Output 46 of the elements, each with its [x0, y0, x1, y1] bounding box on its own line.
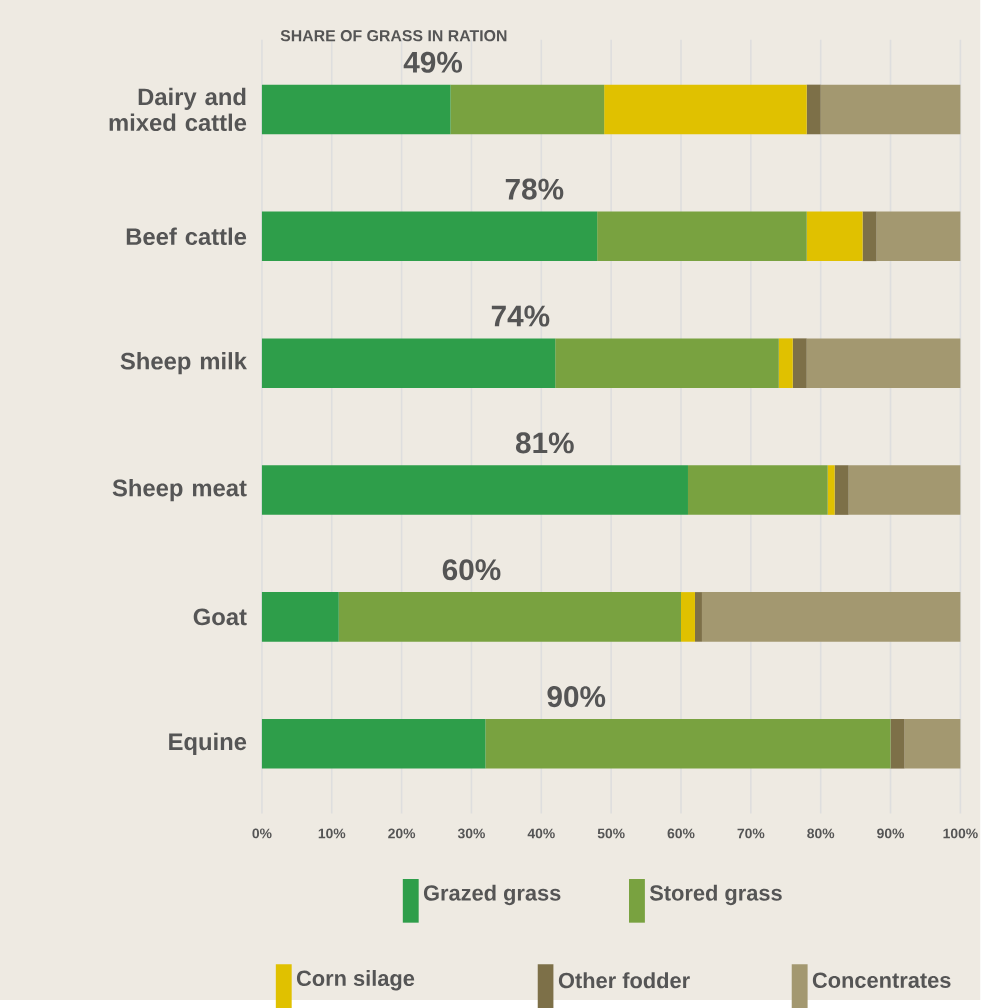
y-tick-label: Goat: [193, 608, 247, 626]
bar: [876, 211, 961, 262]
bar: [687, 465, 828, 515]
bar: [701, 592, 961, 642]
annotation: 90%: [547, 686, 605, 708]
y-tick-label: Sheep milk: [120, 352, 247, 375]
bar: [890, 718, 905, 769]
bar: [261, 592, 339, 642]
bar: [778, 338, 793, 388]
legend-label: Corn silage: [296, 970, 414, 991]
bar: [261, 465, 688, 515]
bar: [261, 718, 486, 769]
bar: [792, 338, 807, 388]
bar: [485, 718, 891, 769]
legend-label: Grazed grass: [423, 884, 561, 906]
bar: [904, 718, 961, 769]
annotation: 81%: [515, 432, 574, 454]
y-tick-label: Sheep meat: [112, 478, 247, 502]
legend-label: Stored grass: [649, 884, 782, 906]
bar: [450, 84, 604, 135]
bar: [862, 211, 877, 262]
bar: [806, 338, 961, 388]
bar: [554, 338, 779, 388]
legend-label: Other fodder: [558, 972, 690, 989]
annotation: 74%: [491, 305, 549, 327]
y-tick-label: Dairy and mixed cattle: [109, 87, 246, 132]
bar: [680, 592, 695, 642]
bar: [820, 84, 961, 135]
bar: [261, 84, 451, 135]
y-tick-label: Beef cattle: [126, 227, 246, 246]
bar: [806, 211, 863, 262]
bar: [261, 211, 597, 262]
bar: [834, 465, 849, 515]
bar: [827, 465, 835, 515]
legend-label: Concentrates: [812, 972, 951, 988]
annotation: 78%: [505, 178, 563, 200]
bar: [338, 592, 681, 642]
bar: [596, 211, 807, 262]
annotation: 60%: [442, 559, 501, 581]
y-tick-label: Equine: [168, 732, 246, 755]
bar: [694, 592, 702, 642]
annotation: 49%: [403, 51, 462, 73]
bar: [848, 465, 961, 515]
bar: [261, 338, 555, 388]
bar: [603, 84, 807, 135]
bar: [806, 84, 821, 135]
